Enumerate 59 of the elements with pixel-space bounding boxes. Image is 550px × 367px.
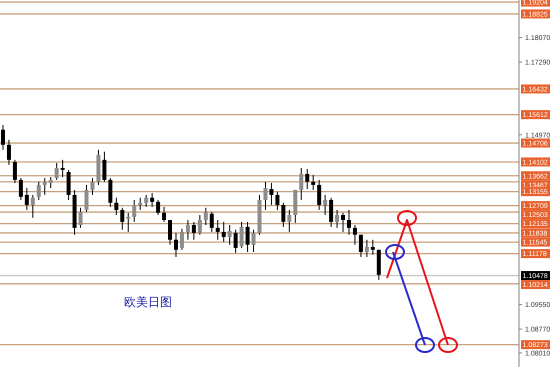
candlestick: [0, 124, 5, 150]
candlestick: [132, 199, 136, 222]
candlestick: [370, 239, 375, 256]
candlestick: [6, 139, 11, 166]
candlestick: [156, 199, 160, 216]
candlestick: [358, 234, 363, 258]
candlestick: [126, 212, 130, 232]
candlestick: [323, 194, 328, 216]
candlestick: [24, 188, 29, 210]
candlestick: [162, 206, 166, 222]
candlestick: [234, 229, 238, 254]
candlestick: [269, 182, 274, 206]
candlestick: [54, 162, 59, 180]
candlestick: [66, 169, 71, 200]
candlestick: [210, 211, 214, 232]
candlestick: [114, 197, 118, 216]
candlestick: [138, 197, 142, 210]
candlestick: [352, 224, 357, 246]
candlestick: [335, 209, 340, 228]
candlestick: [192, 221, 196, 240]
candlestick: [222, 221, 226, 242]
candlestick: [216, 220, 220, 240]
candlestick: [150, 192, 154, 208]
candlestick: [364, 239, 369, 258]
candlestick: [252, 229, 256, 252]
candlestick: [311, 174, 316, 190]
candlestick: [84, 184, 88, 212]
annotation: 欧美日图: [124, 295, 172, 309]
candlestick: [102, 151, 106, 182]
candlestick: [246, 221, 250, 252]
candlestick: [36, 181, 41, 200]
candlestick: [60, 159, 65, 178]
candlestick: [108, 178, 112, 208]
candlestick: [287, 209, 292, 232]
candlestick: [30, 194, 35, 218]
candlestick: [228, 224, 232, 246]
candlestick: [305, 168, 310, 190]
candlestick: [329, 197, 334, 228]
candlestick: [275, 191, 280, 210]
candlestick: [78, 207, 83, 228]
candlestick: [240, 221, 244, 248]
candlestick: [48, 176, 53, 189]
candlestick: [12, 159, 17, 184]
candlestick: [281, 202, 286, 228]
candlestick: [198, 214, 202, 236]
candlestick: [341, 212, 346, 232]
candlestick: [186, 220, 190, 240]
candlestick: [317, 179, 322, 210]
candlestick: [144, 194, 148, 208]
candlestick: [174, 232, 178, 258]
candlestick: [263, 181, 268, 210]
candlestick: [346, 209, 351, 236]
candlestick: [180, 228, 184, 250]
candlestick: [90, 178, 94, 196]
candlestick: [120, 207, 124, 230]
candlestick: [42, 178, 47, 196]
candlestick: [204, 207, 208, 226]
candlestick: [18, 178, 23, 200]
candlestick: [168, 220, 172, 246]
